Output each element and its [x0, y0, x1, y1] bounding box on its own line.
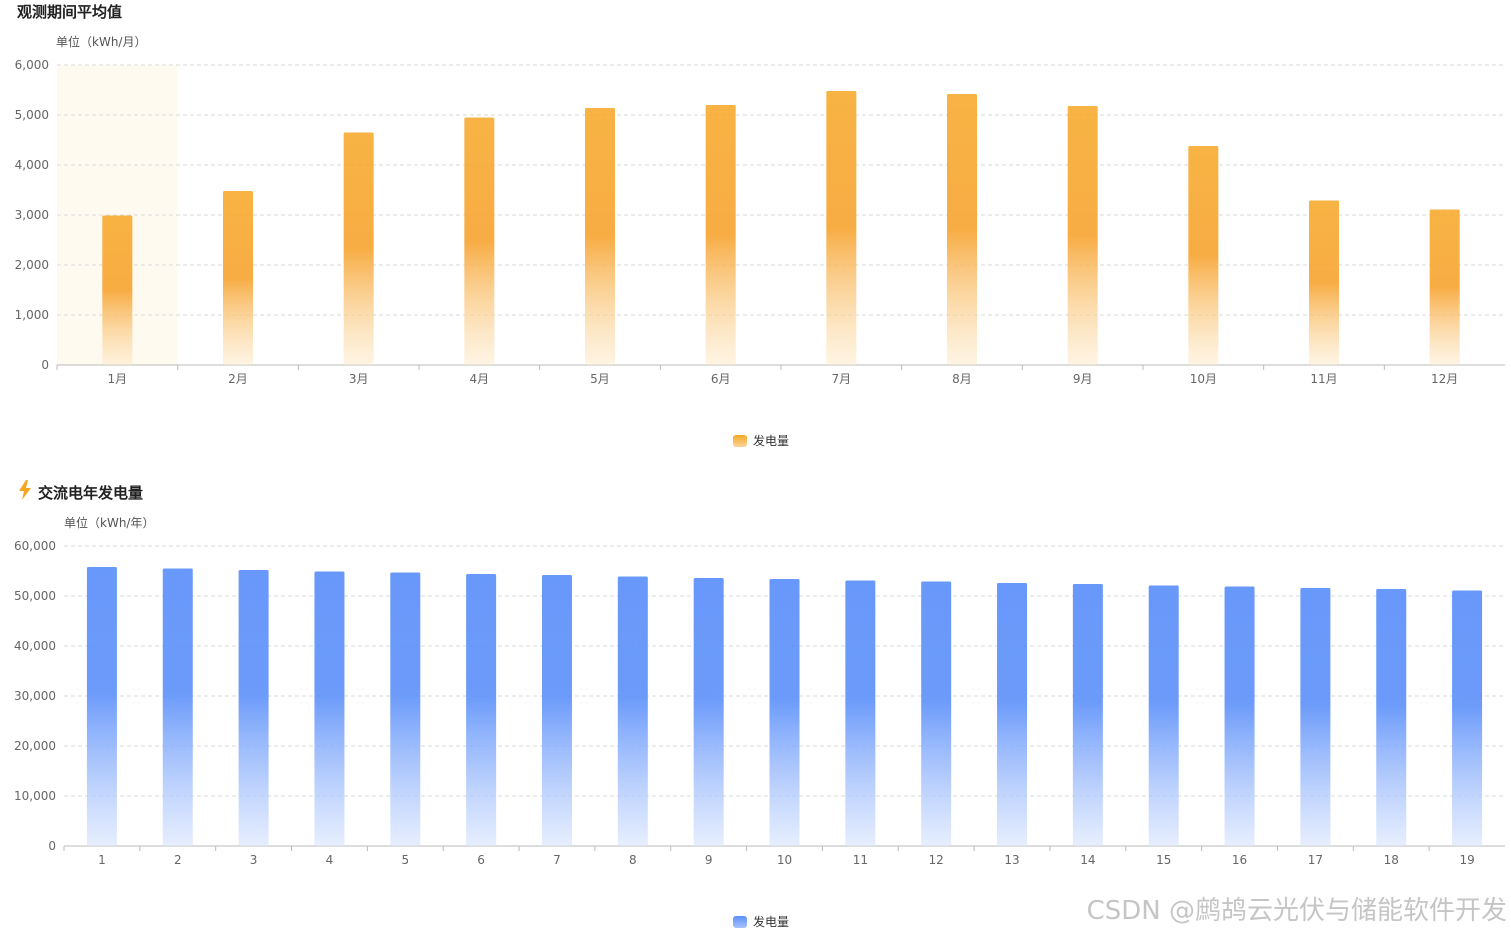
bar[interactable]: [617, 576, 648, 847]
x-tick-label: 6月: [711, 372, 731, 386]
y-tick-label: 60,000: [14, 539, 56, 553]
bar[interactable]: [921, 581, 952, 847]
x-tick-label: 8: [629, 853, 637, 867]
x-tick-label: 19: [1459, 853, 1474, 867]
bar[interactable]: [585, 108, 615, 365]
y-tick-label: 3,000: [15, 208, 49, 222]
x-tick-label: 4: [326, 853, 334, 867]
bar[interactable]: [343, 132, 374, 366]
x-tick-label: 4月: [470, 372, 490, 386]
bar[interactable]: [1188, 146, 1219, 365]
x-tick-label: 12: [929, 853, 944, 867]
x-tick-label: 7月: [832, 372, 852, 386]
bar[interactable]: [997, 583, 1028, 846]
x-tick-label: 1: [98, 853, 106, 867]
x-tick-label: 17: [1308, 853, 1323, 867]
y-tick-label: 40,000: [14, 639, 56, 653]
lightning-bolt-icon: [19, 480, 31, 500]
bar[interactable]: [86, 567, 117, 846]
x-tick-label: 13: [1004, 853, 1019, 867]
bar[interactable]: [1072, 584, 1103, 846]
x-tick-label: 5月: [590, 372, 610, 386]
x-tick-label: 14: [1080, 853, 1095, 867]
x-tick-label: 16: [1232, 853, 1247, 867]
x-tick-label: 10月: [1190, 372, 1217, 386]
bar[interactable]: [1452, 590, 1483, 847]
y-tick-label: 30,000: [14, 689, 56, 703]
bar[interactable]: [314, 571, 345, 847]
bar[interactable]: [1376, 589, 1407, 846]
y-tick-label: 1,000: [15, 308, 49, 322]
bar[interactable]: [826, 91, 857, 365]
x-tick-label: 9: [705, 853, 713, 867]
x-tick-label: 15: [1156, 853, 1171, 867]
x-tick-label: 3: [250, 853, 258, 867]
y-tick-label: 20,000: [14, 739, 56, 753]
x-tick-label: 18: [1384, 853, 1399, 867]
bar[interactable]: [1429, 209, 1460, 366]
x-tick-label: 12月: [1431, 372, 1458, 386]
annual-generation-chart: 单位（kWh/年） 0 10,000 20,000 30,000 40,000 50,000…: [14, 515, 1505, 867]
unit-label: 单位（kWh/年）: [64, 515, 154, 530]
y-tick-label: 50,000: [14, 589, 56, 603]
x-tick-label: 6: [477, 853, 485, 867]
x-tick-label: 3月: [349, 372, 369, 386]
bar[interactable]: [705, 105, 736, 365]
section-title-annual-ac-generation: 交流电年发电量: [38, 484, 144, 502]
x-tick-label: 2月: [228, 372, 248, 386]
y-tick-label: 2,000: [15, 258, 49, 272]
y-tick-label: 0: [41, 358, 49, 372]
bar[interactable]: [464, 117, 495, 366]
unit-label: 单位（kWh/月）: [56, 34, 146, 49]
bar[interactable]: [1224, 586, 1255, 847]
x-tick-label: 7: [553, 853, 561, 867]
bar[interactable]: [466, 574, 497, 846]
bar[interactable]: [1148, 585, 1179, 847]
legend-label: 发电量: [753, 434, 790, 448]
x-tick-label: 11月: [1310, 372, 1337, 386]
monthly-average-chart: 单位（kWh/月） 0 1,000 2,000 3,000 4,000 5,000 6,000…: [15, 34, 1505, 386]
bar[interactable]: [390, 572, 421, 847]
legend-swatch-orange: [733, 434, 747, 447]
x-tick-label: 2: [174, 853, 182, 867]
x-tick-label: 9月: [1073, 372, 1093, 386]
y-tick-label: 5,000: [15, 108, 49, 122]
legend-monthly[interactable]: 发电量: [733, 432, 789, 449]
bar[interactable]: [238, 570, 269, 846]
x-tick-label: 11: [853, 853, 868, 867]
bar[interactable]: [1309, 200, 1339, 366]
legend-swatch-blue: [733, 915, 747, 928]
x-tick-label: 8月: [952, 372, 972, 386]
y-tick-label: 10,000: [14, 789, 56, 803]
bar[interactable]: [947, 94, 977, 365]
x-tick-label: 5: [401, 853, 409, 867]
watermark: CSDN @鹧鸪云光伏与储能软件开发: [1086, 896, 1507, 926]
bar[interactable]: [1300, 588, 1331, 846]
x-tick-label: 1月: [108, 372, 128, 386]
bar[interactable]: [1067, 106, 1098, 365]
bar[interactable]: [693, 578, 724, 846]
y-tick-label: 0: [48, 839, 56, 853]
legend-annual[interactable]: 发电量: [733, 913, 789, 930]
legend-label: 发电量: [753, 915, 790, 929]
bar[interactable]: [102, 215, 133, 366]
section-title-monthly-average: 观测期间平均值: [17, 3, 123, 21]
y-tick-label: 4,000: [15, 158, 49, 172]
bar[interactable]: [845, 580, 876, 847]
bar[interactable]: [769, 579, 800, 846]
bar[interactable]: [541, 575, 572, 846]
bar[interactable]: [162, 568, 193, 847]
bar[interactable]: [223, 191, 253, 365]
x-tick-label: 10: [777, 853, 792, 867]
y-tick-label: 6,000: [15, 58, 49, 72]
